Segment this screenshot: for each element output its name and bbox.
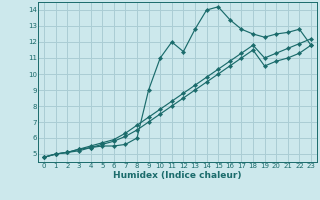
X-axis label: Humidex (Indice chaleur): Humidex (Indice chaleur) bbox=[113, 171, 242, 180]
